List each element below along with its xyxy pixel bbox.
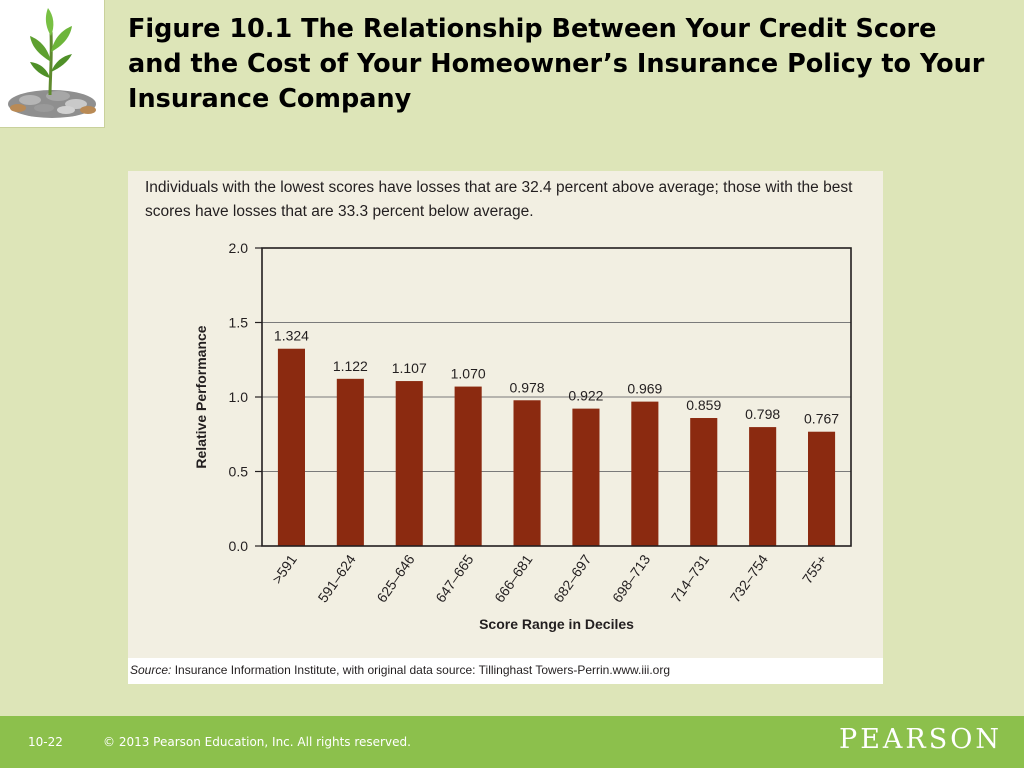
copyright-notice: © 2013 Pearson Education, Inc. All right…: [103, 735, 411, 749]
bar: [277, 348, 305, 546]
source-band: Source: Insurance Information Institute,…: [128, 658, 883, 684]
x-tick-label: 647–665: [432, 551, 476, 605]
y-tick-label: 1.5: [229, 315, 249, 331]
bar: [336, 378, 364, 546]
y-axis-title: Relative Performance: [193, 325, 209, 468]
plant-sprouting-from-coins-icon: [8, 8, 96, 118]
bar: [454, 386, 482, 546]
bar-value-label: 1.107: [392, 360, 427, 376]
source-note: Source: Insurance Information Institute,…: [130, 663, 670, 677]
bar: [631, 401, 659, 546]
footer-bar: 10-22 © 2013 Pearson Education, Inc. All…: [0, 716, 1024, 768]
bar-value-label: 1.324: [274, 328, 309, 344]
bar-value-label: 1.122: [333, 358, 368, 374]
x-tick-label: 625–646: [373, 551, 417, 605]
bar-value-label: 0.978: [510, 379, 545, 395]
bar: [690, 418, 718, 546]
y-tick-label: 2.0: [229, 240, 249, 256]
x-tick-label: 714–731: [668, 551, 712, 605]
pearson-logo: PEARSON: [839, 724, 1002, 755]
x-tick-label: 732–754: [727, 551, 771, 605]
logo: [0, 0, 105, 128]
y-tick-label: 0.0: [229, 538, 249, 554]
bar: [395, 381, 423, 546]
plot-frame: [261, 247, 852, 547]
y-tick-label: 0.5: [229, 464, 249, 480]
x-axis-title: Score Range in Deciles: [479, 616, 634, 632]
source-text: Insurance Information Institute, with or…: [171, 663, 671, 677]
bar-value-label: 0.969: [627, 381, 662, 397]
bar: [572, 408, 600, 546]
slide-title: Figure 10.1 The Relationship Between You…: [128, 14, 985, 114]
x-tick-label: 755+: [799, 552, 830, 587]
bar-value-label: 1.070: [451, 366, 486, 382]
bar: [749, 427, 777, 546]
bar-value-label: 0.767: [804, 411, 839, 427]
x-tick-label: >591: [269, 551, 300, 586]
x-tick-label: 682–697: [550, 551, 594, 605]
chart-panel: Individuals with the lowest scores have …: [128, 171, 883, 684]
bar: [808, 431, 836, 546]
bar-value-label: 0.859: [686, 397, 721, 413]
x-tick-label: 591–624: [314, 551, 358, 605]
chart-caption: Individuals with the lowest scores have …: [145, 179, 853, 220]
x-tick-label: 698–713: [609, 551, 653, 605]
x-tick-label: 666–681: [491, 551, 535, 605]
slide-number: 10-22: [28, 735, 63, 749]
bar: [513, 400, 541, 546]
bar-value-label: 0.922: [568, 388, 603, 404]
bar-value-label: 0.798: [745, 406, 780, 422]
source-label: Source:: [130, 663, 172, 677]
y-tick-label: 1.0: [229, 389, 249, 405]
bar-chart: 0.0 0.5 1.0 1.5 2.0 1.324 >591 1.122 591–624 1.10…: [193, 240, 852, 632]
